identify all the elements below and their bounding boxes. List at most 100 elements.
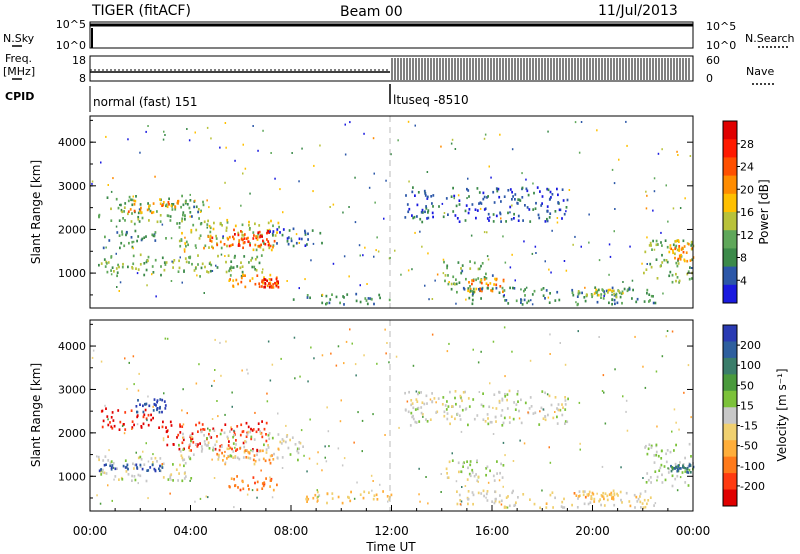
data-cell (241, 230, 243, 234)
data-cell (299, 441, 302, 445)
data-cell (181, 441, 184, 445)
data-cell (642, 365, 644, 368)
data-cell (591, 294, 594, 297)
data-cell (194, 267, 197, 270)
data-cell (110, 219, 113, 222)
data-cell (548, 446, 550, 449)
data-cell (159, 220, 162, 223)
data-cell (450, 195, 453, 198)
data-cell (257, 232, 260, 236)
data-cell (290, 239, 293, 243)
data-cell (561, 403, 563, 406)
data-cell (483, 276, 486, 279)
data-cell (435, 401, 437, 404)
data-cell (613, 298, 616, 302)
data-cell (269, 379, 272, 382)
data-cell (123, 244, 126, 248)
data-cell (490, 176, 492, 179)
data-cell (493, 393, 496, 396)
data-cell (542, 294, 545, 297)
data-cell (121, 265, 124, 269)
data-cell (289, 438, 291, 442)
data-cell (178, 266, 181, 270)
data-cell (241, 369, 243, 372)
data-cell (228, 279, 231, 282)
data-cell (309, 296, 311, 300)
data-cell (149, 466, 152, 469)
data-cell (270, 286, 273, 289)
data-cell (203, 246, 205, 250)
data-cell (188, 261, 190, 264)
data-cell (272, 230, 275, 233)
data-cell (185, 244, 187, 248)
data-cell (689, 266, 691, 269)
data-cell (479, 280, 482, 284)
data-cell (191, 437, 194, 441)
data-cell (189, 443, 192, 446)
data-cell (100, 473, 103, 476)
data-cell (321, 301, 324, 305)
data-cell (443, 212, 446, 214)
data-cell (415, 421, 418, 424)
data-cell (615, 292, 618, 296)
data-cell (468, 472, 471, 476)
data-cell (244, 167, 247, 170)
data-cell (259, 430, 261, 433)
data-cell (100, 468, 102, 471)
data-cell (464, 485, 467, 487)
data-cell (577, 330, 579, 333)
data-cell (612, 496, 615, 499)
data-cell (127, 212, 129, 216)
data-cell (165, 426, 167, 429)
data-cell (687, 465, 690, 468)
data-cell (550, 196, 552, 199)
data-cell (563, 212, 566, 216)
data-cell (677, 262, 680, 265)
data-cell (268, 437, 271, 441)
data-cell (220, 374, 222, 377)
data-cell (557, 193, 559, 197)
data-cell (672, 251, 674, 255)
data-cell (498, 391, 501, 394)
data-cell (172, 203, 175, 206)
data-cell (614, 368, 616, 371)
data-cell (383, 217, 385, 220)
data-cell (471, 298, 474, 302)
data-cell (549, 461, 552, 464)
data-cell (411, 415, 414, 419)
data-cell (687, 270, 690, 273)
data-cell (170, 478, 172, 481)
data-cell (183, 248, 186, 251)
data-cell (651, 248, 653, 251)
data-cell (467, 397, 470, 400)
data-cell (564, 420, 567, 423)
data-cell (133, 467, 135, 470)
data-cell (221, 451, 223, 455)
data-cell (640, 506, 642, 509)
data-cell (548, 394, 551, 398)
data-cell (600, 293, 603, 296)
data-cell (105, 463, 107, 466)
data-cell (480, 202, 483, 205)
data-cell (206, 226, 208, 229)
data-cell (507, 189, 510, 192)
data-cell (517, 400, 519, 403)
data-cell (140, 211, 143, 214)
data-cell (206, 270, 208, 273)
data-cell (647, 478, 650, 482)
data-cell (303, 454, 305, 457)
data-cell (532, 412, 535, 415)
data-cell (499, 212, 502, 216)
data-cell (262, 248, 265, 252)
data-cell (120, 203, 122, 207)
data-cell (206, 199, 208, 202)
data-cell (527, 299, 530, 303)
data-cell (521, 303, 524, 306)
colorbar-segment (723, 266, 737, 286)
data-cell (268, 285, 271, 289)
data-cell (675, 465, 677, 469)
data-cell (243, 255, 246, 258)
data-cell (263, 242, 265, 245)
data-cell (494, 490, 496, 493)
data-cell (222, 235, 224, 238)
